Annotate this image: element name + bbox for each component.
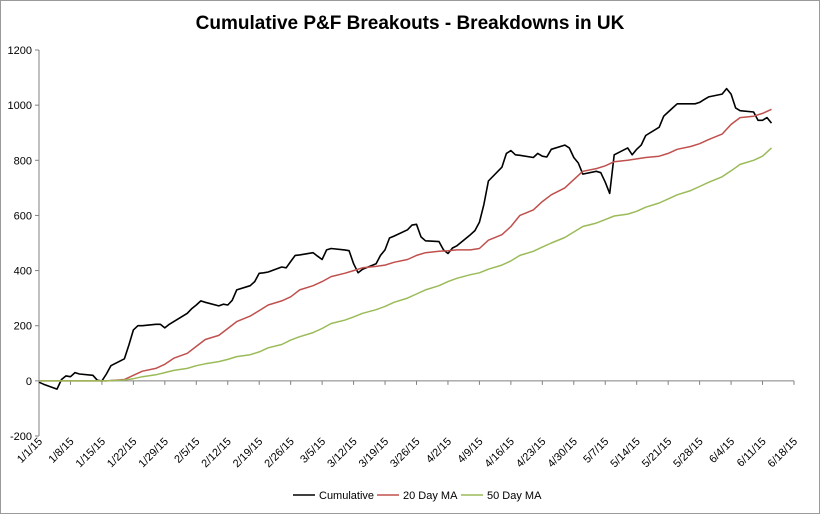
y-tick-label: 0 [26,376,32,388]
y-tick-label: 600 [14,210,32,222]
y-tick-label: -200 [10,431,32,443]
y-tick-label: 800 [14,155,32,167]
x-tick-label: 2/5/15 [172,436,202,466]
x-tick-label: 4/9/15 [455,436,485,466]
x-tick-label: 1/8/15 [46,436,76,466]
x-tick-label: 6/18/15 [766,436,800,470]
x-tick-label: 5/7/15 [581,436,611,466]
x-tick-label: 1/15/15 [74,436,108,470]
x-tick-label: 6/11/15 [735,436,769,470]
y-tick-label: 200 [14,321,32,333]
y-tick-label: 1000 [8,100,32,112]
x-tick-label: 6/4/15 [707,436,737,466]
legend: Cumulative 20 Day MA 50 Day MA [293,490,542,502]
legend-label: 50 Day MA [487,490,542,502]
series-line-50-day-ma [39,147,773,382]
x-tick-label: 3/19/15 [357,436,391,470]
x-tick-label: 2/19/15 [231,436,265,470]
x-tick-label: 2/26/15 [262,436,296,470]
x-tick-label: 4/30/15 [545,436,579,470]
y-tick-label: 1200 [8,45,32,57]
y-tick-label: 400 [14,266,32,278]
legend-label: Cumulative [319,490,374,502]
x-tick-label: 4/23/15 [514,436,548,470]
series-layer [38,87,773,390]
x-tick-label: 3/26/15 [388,436,422,470]
series-line-cumulative [38,87,773,390]
x-tick-label: 3/12/15 [325,436,359,470]
x-tick-label: 4/2/15 [424,436,454,466]
legend-label: 20 Day MA [403,490,458,502]
x-tick-label: 5/14/15 [608,436,642,470]
x-tick-label: 3/5/15 [298,436,328,466]
x-tick-label: 5/21/15 [640,436,674,470]
x-tick-label: 4/16/15 [483,436,517,470]
x-tick-label: 2/12/15 [199,436,233,470]
x-tick-label: 1/22/15 [105,436,139,470]
x-tick-label: 5/28/15 [671,436,705,470]
x-tick-label: 1/29/15 [137,436,171,470]
series-line-20-day-ma [39,108,772,382]
chart-title: Cumulative P&F Breakouts - Breakdowns in… [196,13,625,34]
